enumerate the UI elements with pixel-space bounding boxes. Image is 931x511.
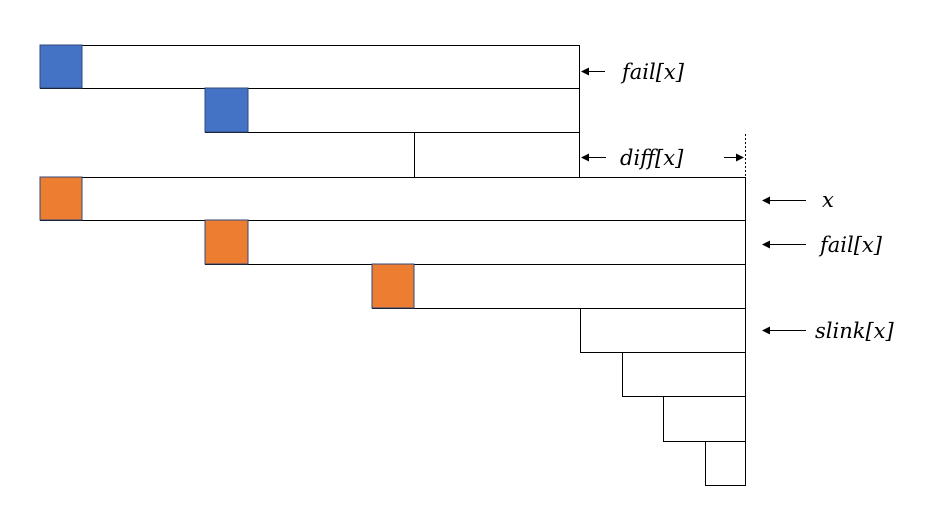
orange-marker-3 bbox=[371, 263, 415, 309]
fail-top-label: fail[x] bbox=[620, 60, 685, 84]
fail-top-arrow-icon bbox=[581, 67, 605, 76]
slink-arrow-icon bbox=[762, 326, 806, 335]
orange-marker-1 bbox=[39, 176, 83, 221]
lower-palindrome-rows bbox=[40, 177, 746, 486]
diff-label: diff[x] bbox=[620, 146, 684, 170]
upper-palindrome-rows bbox=[40, 45, 580, 178]
palindrome-row-10 bbox=[705, 441, 746, 486]
diff-left-arrow-icon bbox=[581, 153, 606, 162]
palindrome-row-9 bbox=[663, 396, 746, 442]
diff-right-arrow-icon bbox=[724, 153, 744, 162]
x-arrow-icon bbox=[762, 196, 806, 205]
blue-marker-2 bbox=[204, 87, 249, 133]
palindrome-row-x bbox=[40, 177, 746, 221]
fail-bottom-label: fail[x] bbox=[818, 233, 883, 257]
orange-marker-2 bbox=[204, 219, 249, 265]
x-label: x bbox=[822, 188, 834, 212]
fail-bottom-arrow-icon bbox=[762, 240, 806, 249]
palindrome-row-1 bbox=[40, 45, 580, 89]
palindrome-row-2 bbox=[205, 88, 580, 133]
slink-label: slink[x] bbox=[815, 319, 894, 343]
palindrome-row-8 bbox=[622, 352, 746, 397]
palindrome-row-6 bbox=[372, 264, 746, 309]
blue-marker-1 bbox=[39, 44, 83, 89]
palindrome-row-slink-x bbox=[580, 308, 746, 353]
markers bbox=[39, 44, 415, 309]
palindrome-row-fail-x bbox=[205, 220, 746, 265]
palindrome-row-3 bbox=[414, 132, 580, 178]
